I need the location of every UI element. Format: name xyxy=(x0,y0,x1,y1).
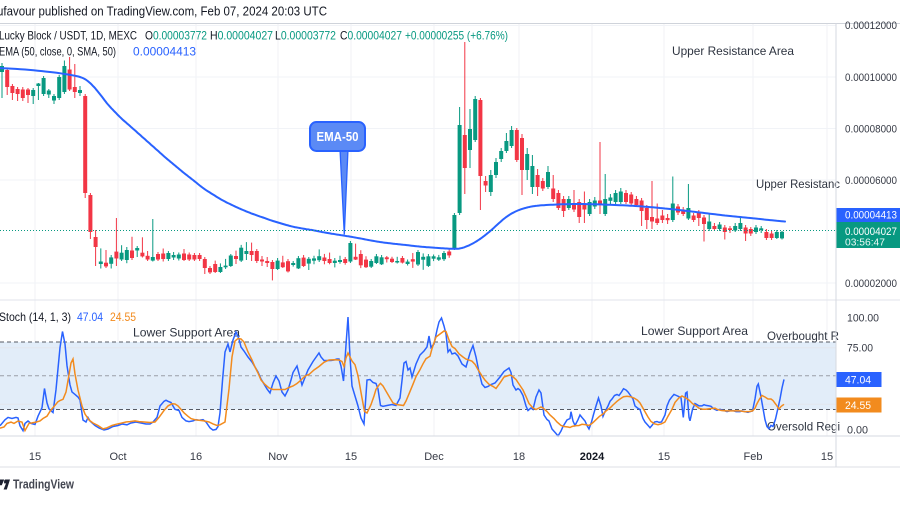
svg-text:Lucky Block / USDT, 1D, MEXC: Lucky Block / USDT, 1D, MEXC xyxy=(0,29,137,43)
svg-text:0.00006000: 0.00006000 xyxy=(845,175,897,187)
svg-text:TradingView: TradingView xyxy=(13,477,75,492)
svg-text:Oct: Oct xyxy=(109,451,126,463)
svg-text:15: 15 xyxy=(345,451,357,463)
svg-text:Lower Support Area: Lower Support Area xyxy=(641,324,748,338)
svg-text:Upper Resistance Area: Upper Resistance Area xyxy=(672,44,794,58)
svg-text:0.00: 0.00 xyxy=(847,425,868,437)
svg-text:15: 15 xyxy=(658,451,670,463)
svg-text:0.00004413: 0.00004413 xyxy=(133,45,196,59)
svg-text:15: 15 xyxy=(821,451,833,463)
svg-text:2024: 2024 xyxy=(580,451,605,463)
svg-text:0.00004413: 0.00004413 xyxy=(845,210,897,222)
svg-text:H0.00004027: H0.00004027 xyxy=(210,29,273,43)
svg-text:15: 15 xyxy=(29,451,41,463)
svg-text:C0.00004027: C0.00004027 xyxy=(340,29,402,43)
svg-text:75.00: 75.00 xyxy=(847,343,873,355)
svg-text:47.04: 47.04 xyxy=(845,375,871,387)
svg-text:24.55: 24.55 xyxy=(110,310,136,324)
svg-text:0.00004027: 0.00004027 xyxy=(845,226,897,238)
svg-text:0.00002000: 0.00002000 xyxy=(845,278,897,290)
svg-text:Upper Resistanc: Upper Resistanc xyxy=(756,177,840,191)
svg-text:16: 16 xyxy=(190,451,202,463)
svg-text:03:56:47: 03:56:47 xyxy=(845,238,885,249)
svg-text:Oversold Regi: Oversold Regi xyxy=(767,420,840,434)
svg-text:ufavour published on TradingVi: ufavour published on TradingView.com, Fe… xyxy=(0,5,327,19)
svg-text:47.04: 47.04 xyxy=(77,310,103,324)
svg-text:0.00010000: 0.00010000 xyxy=(845,72,897,84)
svg-text:L0.00003772: L0.00003772 xyxy=(275,29,336,43)
svg-text:Feb: Feb xyxy=(744,451,763,463)
svg-text:24.55: 24.55 xyxy=(845,400,871,412)
svg-text:Overbought R: Overbought R xyxy=(767,329,839,343)
svg-text:100.00: 100.00 xyxy=(847,313,879,325)
svg-text:0.00012000: 0.00012000 xyxy=(845,20,897,32)
svg-text:Dec: Dec xyxy=(424,451,444,463)
svg-text:Nov: Nov xyxy=(268,451,288,463)
svg-text:18: 18 xyxy=(513,451,525,463)
svg-text:EMA-50: EMA-50 xyxy=(317,130,359,144)
svg-text:0.00008000: 0.00008000 xyxy=(845,124,897,136)
svg-text:O0.00003772: O0.00003772 xyxy=(145,29,207,43)
svg-text:+0.00000255 (+6.76%): +0.00000255 (+6.76%) xyxy=(405,29,508,43)
svg-text:EMA (50, close, 0, SMA, 50): EMA (50, close, 0, SMA, 50) xyxy=(0,45,116,59)
svg-text:Lower Support Area: Lower Support Area xyxy=(133,326,240,340)
svg-text:Stoch (14, 1, 3): Stoch (14, 1, 3) xyxy=(0,310,71,324)
